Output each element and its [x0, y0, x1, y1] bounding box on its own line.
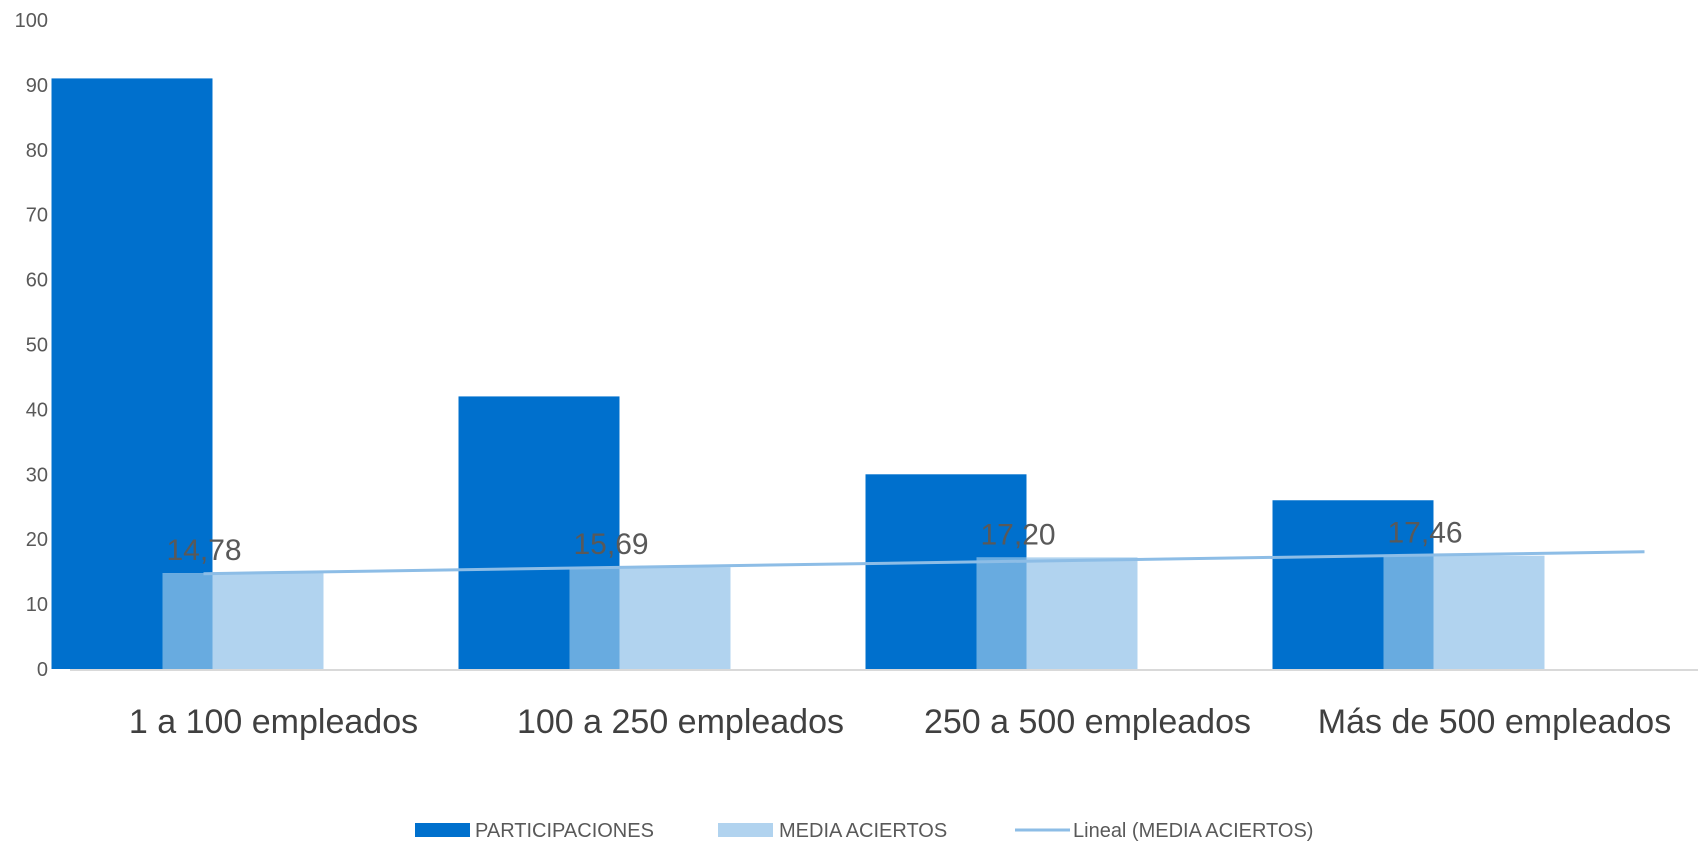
data-label-media-aciertos: 14,78 — [167, 534, 242, 567]
x-category-label: 250 a 500 empleados — [924, 703, 1251, 741]
bars — [51, 78, 1545, 669]
y-tick-label: 10 — [26, 594, 48, 616]
legend: PARTICIPACIONES MEDIA ACIERTOS Lineal (MED… — [415, 820, 1313, 842]
legend-label-trendline: Lineal (MEDIA ACIERTOS) — [1073, 820, 1313, 842]
bar-overlap — [1383, 555, 1434, 669]
data-labels: 14,78 15,69 17,20 17,46 — [167, 517, 1463, 567]
x-category-label: 100 a 250 empleados — [517, 703, 844, 741]
y-axis: 0 10 20 30 40 50 60 70 80 90 100 — [15, 10, 48, 681]
y-tick-label: 30 — [26, 464, 48, 486]
x-category-label: Más de 500 empleados — [1318, 703, 1671, 741]
y-tick-label: 0 — [37, 659, 48, 681]
y-tick-label: 90 — [26, 75, 48, 97]
trendline — [203, 550, 1645, 576]
y-tick-label: 60 — [26, 270, 48, 292]
x-category-label: 1 a 100 empleados — [129, 703, 418, 741]
y-tick-label: 80 — [26, 140, 48, 162]
data-label-media-aciertos: 17,20 — [981, 518, 1056, 551]
legend-swatch-participaciones — [415, 823, 470, 837]
legend-swatch-media-aciertos — [718, 823, 773, 837]
bar-overlap — [976, 557, 1027, 669]
y-tick-label: 100 — [15, 10, 48, 32]
y-tick-label: 40 — [26, 399, 48, 421]
data-label-media-aciertos: 15,69 — [574, 528, 649, 561]
bar-overlap — [569, 567, 620, 669]
y-tick-label: 50 — [26, 335, 48, 357]
x-axis: 1 a 100 empleados 100 a 250 empleados 250 … — [129, 703, 1671, 741]
legend-label-participaciones: PARTICIPACIONES — [475, 820, 654, 842]
data-label-media-aciertos: 17,46 — [1388, 517, 1463, 550]
bar-participaciones — [51, 78, 213, 669]
y-tick-label: 70 — [26, 205, 48, 227]
legend-label-media-aciertos: MEDIA ACIERTOS — [779, 820, 947, 842]
y-tick-label: 20 — [26, 529, 48, 551]
bar-overlap — [162, 573, 213, 669]
trendline-line — [203, 550, 1645, 576]
